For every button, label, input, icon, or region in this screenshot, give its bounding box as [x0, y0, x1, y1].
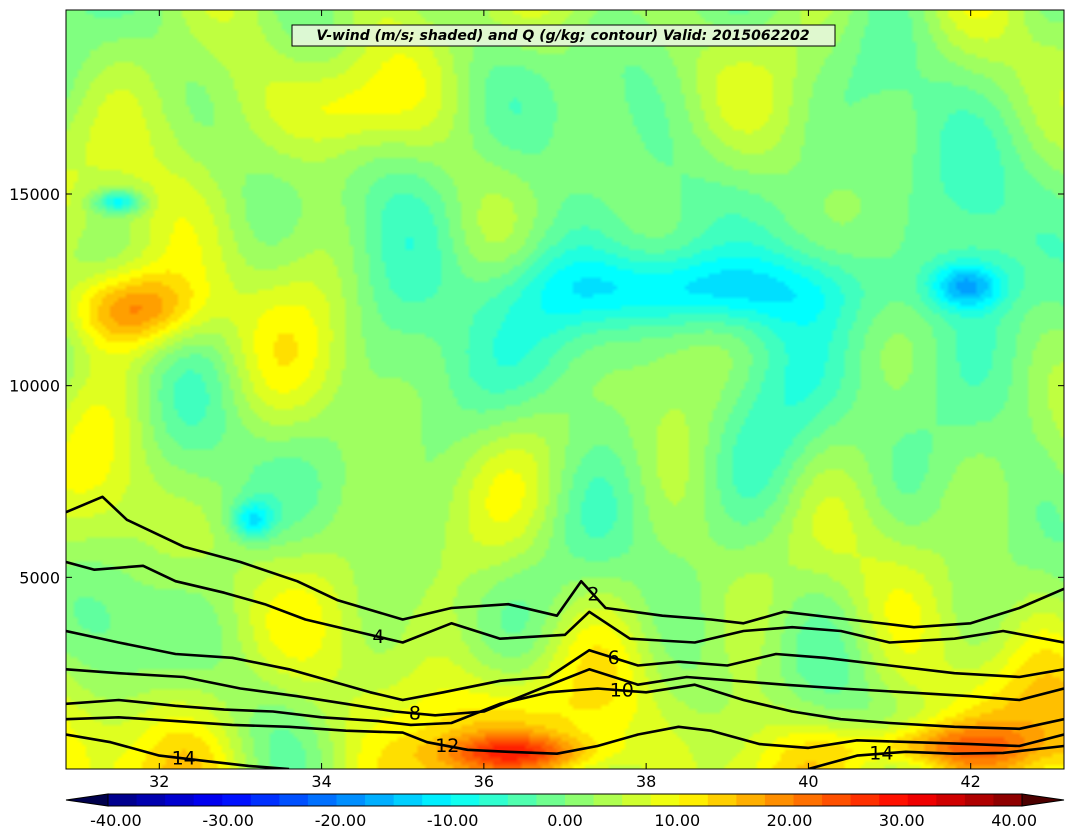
x-axis: 32 34 36 38 40 42 — [149, 10, 981, 791]
colorbar: -40.00 -30.00 -20.00 -10.00 0.00 10.00 20.00 30… — [65, 793, 1065, 830]
q-contour-6 — [66, 629, 1064, 702]
colorbar-segment — [936, 794, 966, 806]
colorbar-tick-label: -10.00 — [427, 811, 479, 830]
colorbar-segment — [393, 794, 423, 806]
colorbar-tick-label: -30.00 — [202, 811, 254, 830]
colorbar-segment — [507, 794, 538, 806]
colorbar-segment — [365, 794, 395, 806]
q-contour-label: 12 — [435, 735, 459, 757]
colorbar-segment — [679, 794, 709, 806]
colorbar-segment — [307, 794, 338, 806]
colorbar-segment — [250, 794, 280, 806]
y-tick-label: 10000 — [9, 377, 60, 396]
colorbar-tick-label: -20.00 — [315, 811, 367, 830]
colorbar-tick-label: 20.00 — [767, 811, 813, 830]
x-tick-label: 40 — [798, 772, 818, 791]
v-wind-shading — [66, 10, 1064, 769]
x-tick-label: 42 — [961, 772, 981, 791]
colorbar-segment — [707, 794, 737, 806]
colorbar-segment — [479, 794, 509, 806]
colorbar-segment — [907, 794, 937, 806]
colorbar-segment — [422, 794, 452, 806]
y-tick-label: 5000 — [19, 568, 60, 587]
q-contour-label: 14 — [869, 743, 893, 765]
colorbar-segment — [279, 794, 309, 806]
plot-area: 2 4 6 8 10 12 14 14 — [65, 9, 1065, 770]
colorbar-segment — [964, 794, 995, 806]
colorbar-segment — [993, 794, 1023, 806]
q-contour-label: 14 — [172, 748, 196, 770]
y-tick-label: 15000 — [9, 185, 60, 204]
colorbar-segment — [593, 794, 623, 806]
title-box — [291, 24, 836, 47]
colorbar-segment — [622, 794, 652, 806]
colorbar-frame — [107, 793, 1023, 807]
q-contours — [66, 495, 1064, 769]
q-contour-label: 2 — [587, 584, 599, 606]
colorbar-segment — [336, 794, 366, 806]
x-tick-label: 32 — [149, 772, 169, 791]
colorbar-segment — [822, 794, 852, 806]
colorbar-tick-label: -40.00 — [90, 811, 142, 830]
q-contour-label: 6 — [608, 647, 620, 669]
q-contour-label: 10 — [610, 679, 634, 701]
colorbar-extend-low — [65, 793, 109, 807]
colorbar-tick-label: 40.00 — [991, 811, 1037, 830]
colorbar-tick-label: 10.00 — [654, 811, 700, 830]
q-contour-10 — [66, 683, 1064, 731]
q-contour-label: 4 — [372, 626, 384, 648]
chart-title-box: V-wind (m/s; shaded) and Q (g/kg; contou… — [291, 24, 836, 47]
q-contour-8 — [66, 668, 1064, 717]
x-tick-label: 34 — [311, 772, 331, 791]
colorbar-segment — [879, 794, 909, 806]
colorbar-segment — [450, 794, 480, 806]
colorbar-extend-high — [1021, 793, 1065, 807]
colorbar-segment — [850, 794, 880, 806]
colorbar-segment — [565, 794, 595, 806]
colorbar-tick-label: 30.00 — [879, 811, 925, 830]
colorbar-segment — [165, 794, 195, 806]
colorbar-segment — [108, 794, 138, 806]
q-contour-14 — [66, 733, 290, 769]
colorbar-segment — [193, 794, 223, 806]
x-tick-label: 38 — [636, 772, 656, 791]
colorbar-segment — [136, 794, 166, 806]
chart-title: V-wind (m/s; shaded) and Q (g/kg; contou… — [316, 28, 809, 44]
q-contour-14-b — [808, 744, 1064, 769]
colorbar-segment — [793, 794, 823, 806]
q-contour-12 — [66, 716, 1064, 755]
q-contour-2 — [66, 495, 1064, 629]
plot-frame — [65, 9, 1065, 770]
q-contour-4 — [66, 560, 1064, 644]
colorbar-segment — [222, 794, 252, 806]
q-contour-label: 8 — [409, 702, 421, 724]
y-axis: 5000 10000 15000 — [9, 185, 1064, 587]
colorbar-tick-label: 0.00 — [547, 811, 583, 830]
colorbar-segment — [736, 794, 766, 806]
x-tick-label: 36 — [474, 772, 494, 791]
colorbar-segment — [536, 794, 566, 806]
colorbar-segment — [650, 794, 680, 806]
colorbar-segment — [764, 794, 795, 806]
q-contour-labels: 2 4 6 8 10 12 14 14 — [172, 584, 894, 770]
